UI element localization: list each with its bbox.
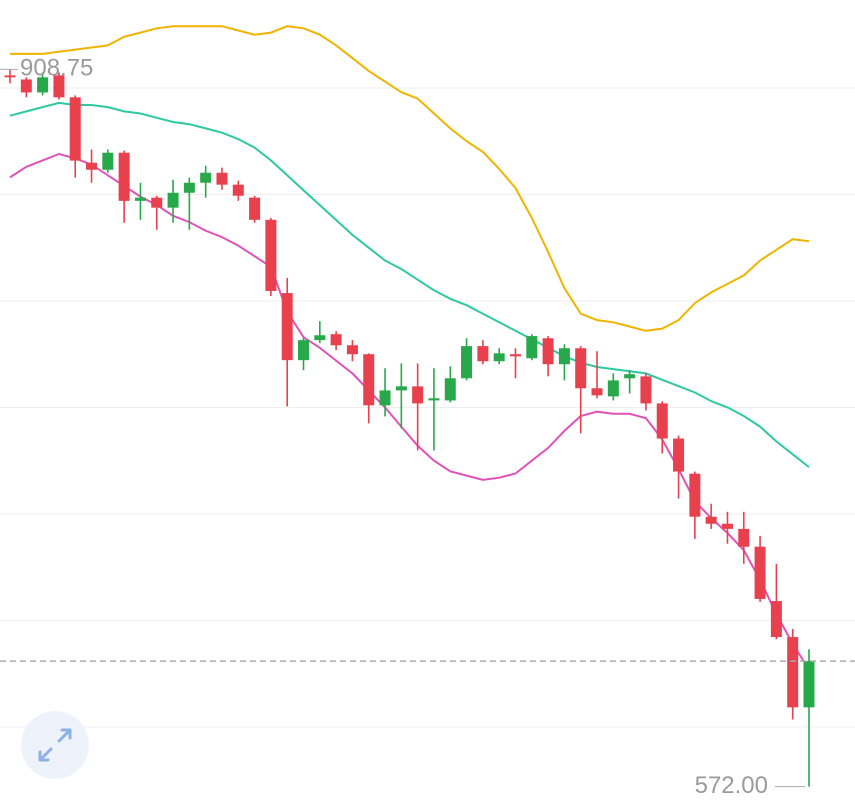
candle-body [298,340,310,361]
candle-body [281,293,293,361]
expand-icon [38,728,72,762]
candle-body [167,192,179,208]
candle-body [183,182,195,193]
candle-body [770,601,782,638]
candle-body [379,390,391,406]
band-line [10,25,810,332]
candle-body [412,386,424,404]
candle-body [493,353,505,362]
candle-body [363,354,375,406]
candle-body [689,473,701,517]
candle-body [461,346,473,379]
candle-body [4,75,16,78]
candle-body [151,197,163,208]
candle-body [232,184,244,196]
candle-body [216,172,228,185]
candle-body [444,378,456,401]
expand-button-bg[interactable] [21,711,89,779]
band-line [9,101,810,468]
candle-body [37,77,49,93]
band-line [9,152,810,670]
candle-body [558,348,570,365]
candle-body [738,528,750,547]
candle-body [102,152,114,170]
candle-body [69,97,81,161]
candle-body [200,172,212,183]
candle-body [803,661,815,708]
bollinger-bands [9,25,810,670]
candle-body [591,388,603,396]
candle-body [134,197,146,201]
candle-body [624,374,636,379]
candle-body [86,162,98,170]
candle-body [754,546,766,599]
candle-body [314,335,326,341]
candle-body [330,334,342,346]
candle-body [575,348,587,389]
grid [0,87,855,728]
candle-body [787,637,799,708]
candle-body [607,380,619,397]
candle-body [346,345,358,355]
candle-body [705,516,717,524]
candle-body [656,403,668,439]
candle-body [526,336,538,359]
candle-body [477,346,489,362]
candle-body [118,152,130,201]
overlay: 908.75 572.00 [0,55,855,799]
candle-body [395,386,407,391]
candle-body [428,398,440,401]
candle-body [542,338,554,365]
candle-body [509,354,521,357]
candle-body [265,219,277,291]
candle-body [53,75,65,98]
candle-body [673,438,685,472]
candle-body [721,523,733,529]
candles [4,69,815,787]
candle-body [20,79,32,93]
candle-body [640,376,652,404]
candle-body [249,197,261,220]
min-price-label: 572.00 [695,772,768,799]
expand-button[interactable] [21,711,89,779]
max-price-label: 908.75 [20,55,93,82]
